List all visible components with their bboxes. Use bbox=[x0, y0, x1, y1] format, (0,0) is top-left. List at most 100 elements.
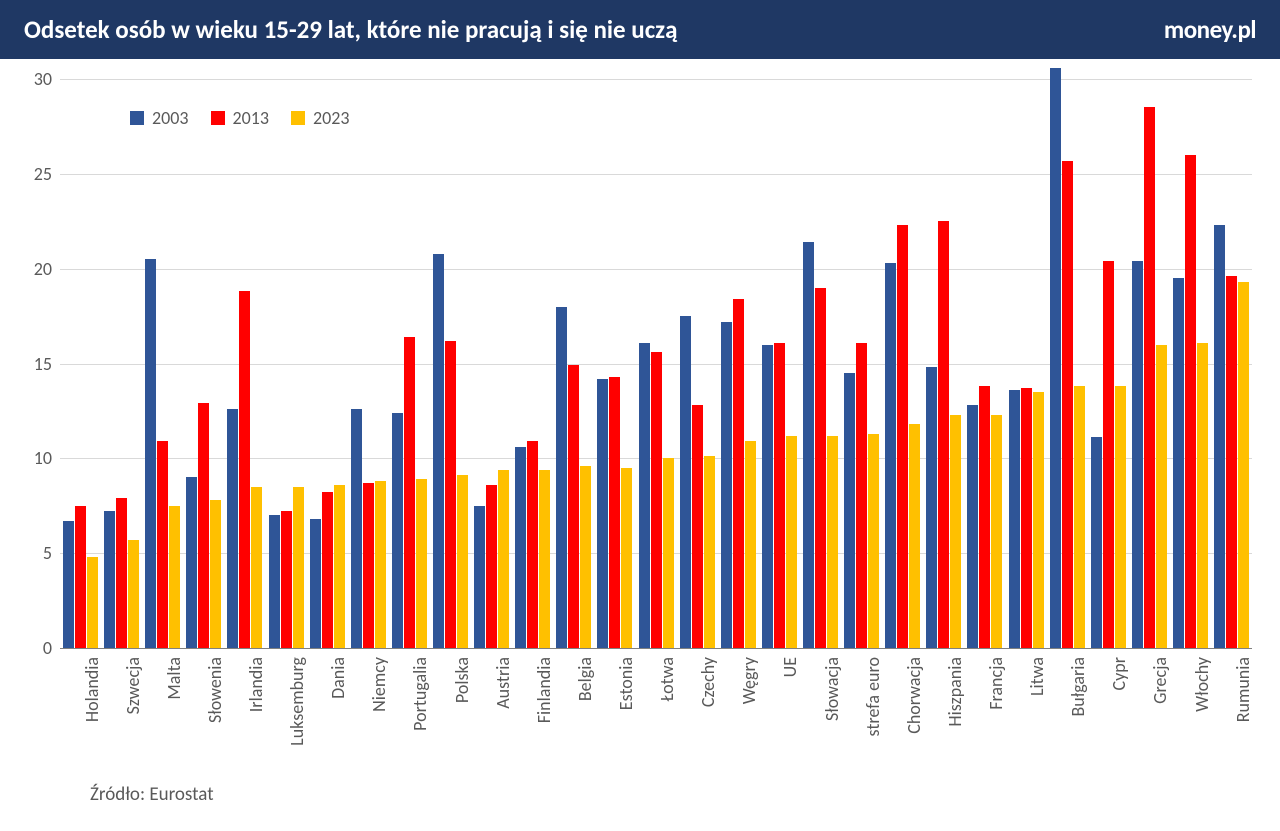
x-tick-label: Malta bbox=[142, 649, 183, 779]
bar bbox=[128, 540, 139, 648]
bar bbox=[856, 343, 867, 648]
x-tick-label: Holandia bbox=[60, 649, 101, 779]
bar-group bbox=[266, 79, 307, 648]
x-tick-label: Bułgaria bbox=[1047, 649, 1088, 779]
bar bbox=[568, 365, 579, 648]
bar-group bbox=[553, 79, 594, 648]
bar bbox=[1156, 345, 1167, 648]
bar-group bbox=[1170, 79, 1211, 648]
bar bbox=[474, 506, 485, 648]
bar bbox=[1091, 437, 1102, 648]
x-tick-label: Chorwacja bbox=[882, 649, 923, 779]
bar bbox=[310, 519, 321, 648]
chart-title: Odsetek osób w wieku 15-29 lat, które ni… bbox=[24, 14, 677, 45]
source-label: Źródło: Eurostat bbox=[0, 783, 1280, 806]
x-tick-label: Włochy bbox=[1170, 649, 1211, 779]
bar bbox=[457, 475, 468, 648]
bar bbox=[269, 515, 280, 648]
bar bbox=[680, 316, 691, 648]
bar bbox=[556, 307, 567, 648]
bar bbox=[897, 225, 908, 648]
bar bbox=[351, 409, 362, 648]
y-tick-label: 5 bbox=[18, 542, 52, 564]
bar-group bbox=[101, 79, 142, 648]
x-tick-label: Austria bbox=[471, 649, 512, 779]
bar bbox=[909, 424, 920, 648]
x-tick-label: Słowacja bbox=[800, 649, 841, 779]
bar-group bbox=[882, 79, 923, 648]
x-tick-label: UE bbox=[759, 649, 800, 779]
bar-group bbox=[348, 79, 389, 648]
bar-group bbox=[677, 79, 718, 648]
bar bbox=[169, 506, 180, 648]
x-tick-label: Estonia bbox=[594, 649, 635, 779]
bar-group bbox=[759, 79, 800, 648]
bar bbox=[375, 481, 386, 648]
bar-group bbox=[1088, 79, 1129, 648]
bar-group bbox=[430, 79, 471, 648]
x-tick-label: Grecja bbox=[1129, 649, 1170, 779]
bar bbox=[580, 466, 591, 648]
x-tick-label: Cypr bbox=[1088, 649, 1129, 779]
bar bbox=[416, 479, 427, 648]
bar bbox=[145, 259, 156, 648]
bar bbox=[597, 379, 608, 648]
y-tick-label: 25 bbox=[18, 163, 52, 185]
bar bbox=[433, 254, 444, 649]
x-tick-label: Węgry bbox=[718, 649, 759, 779]
x-tick-label: Czechy bbox=[677, 649, 718, 779]
x-tick-label: Łotwa bbox=[636, 649, 677, 779]
bar-group bbox=[471, 79, 512, 648]
bar bbox=[515, 447, 526, 648]
bar-group bbox=[636, 79, 677, 648]
x-tick-label: Polska bbox=[430, 649, 471, 779]
bar bbox=[815, 288, 826, 648]
bar bbox=[486, 485, 497, 648]
bar bbox=[1226, 276, 1237, 648]
bars-area bbox=[60, 79, 1252, 648]
bar bbox=[63, 521, 74, 648]
bar bbox=[251, 487, 262, 648]
y-tick-label: 10 bbox=[18, 447, 52, 469]
y-tick-label: 0 bbox=[18, 637, 52, 659]
bar bbox=[991, 415, 1002, 648]
bar bbox=[445, 341, 456, 648]
bar bbox=[1185, 155, 1196, 648]
bar bbox=[1214, 225, 1225, 648]
bar bbox=[186, 477, 197, 648]
bar bbox=[1033, 392, 1044, 648]
bar bbox=[1050, 68, 1061, 648]
bar bbox=[210, 500, 221, 648]
bar-group bbox=[1211, 79, 1252, 648]
brand-logo: money.pl bbox=[1164, 14, 1256, 45]
x-tick-label: Francja bbox=[964, 649, 1005, 779]
bar-group bbox=[512, 79, 553, 648]
bar bbox=[239, 291, 250, 648]
bar bbox=[539, 470, 550, 648]
x-tick-label: Irlandia bbox=[224, 649, 265, 779]
bar bbox=[885, 263, 896, 648]
x-tick-label: Słowenia bbox=[183, 649, 224, 779]
bar bbox=[967, 405, 978, 648]
x-tick-label: Luksemburg bbox=[266, 649, 307, 779]
bar-group bbox=[142, 79, 183, 648]
x-tick-label: Niemcy bbox=[348, 649, 389, 779]
plot-area: 051015202530 200320132023 bbox=[60, 79, 1252, 649]
bar-group bbox=[307, 79, 348, 648]
bar-group bbox=[389, 79, 430, 648]
bar-group bbox=[60, 79, 101, 648]
bar bbox=[104, 511, 115, 648]
bar-group bbox=[1047, 79, 1088, 648]
bar-group bbox=[964, 79, 1005, 648]
bar bbox=[950, 415, 961, 648]
bar bbox=[1062, 161, 1073, 648]
bar bbox=[704, 456, 715, 648]
bar bbox=[651, 352, 662, 648]
bar bbox=[363, 483, 374, 648]
bar bbox=[293, 487, 304, 648]
x-axis-labels: HolandiaSzwecjaMaltaSłoweniaIrlandiaLuks… bbox=[60, 649, 1252, 779]
bar bbox=[844, 373, 855, 648]
bar-group bbox=[800, 79, 841, 648]
x-tick-label: Finlandia bbox=[512, 649, 553, 779]
bar bbox=[762, 345, 773, 648]
